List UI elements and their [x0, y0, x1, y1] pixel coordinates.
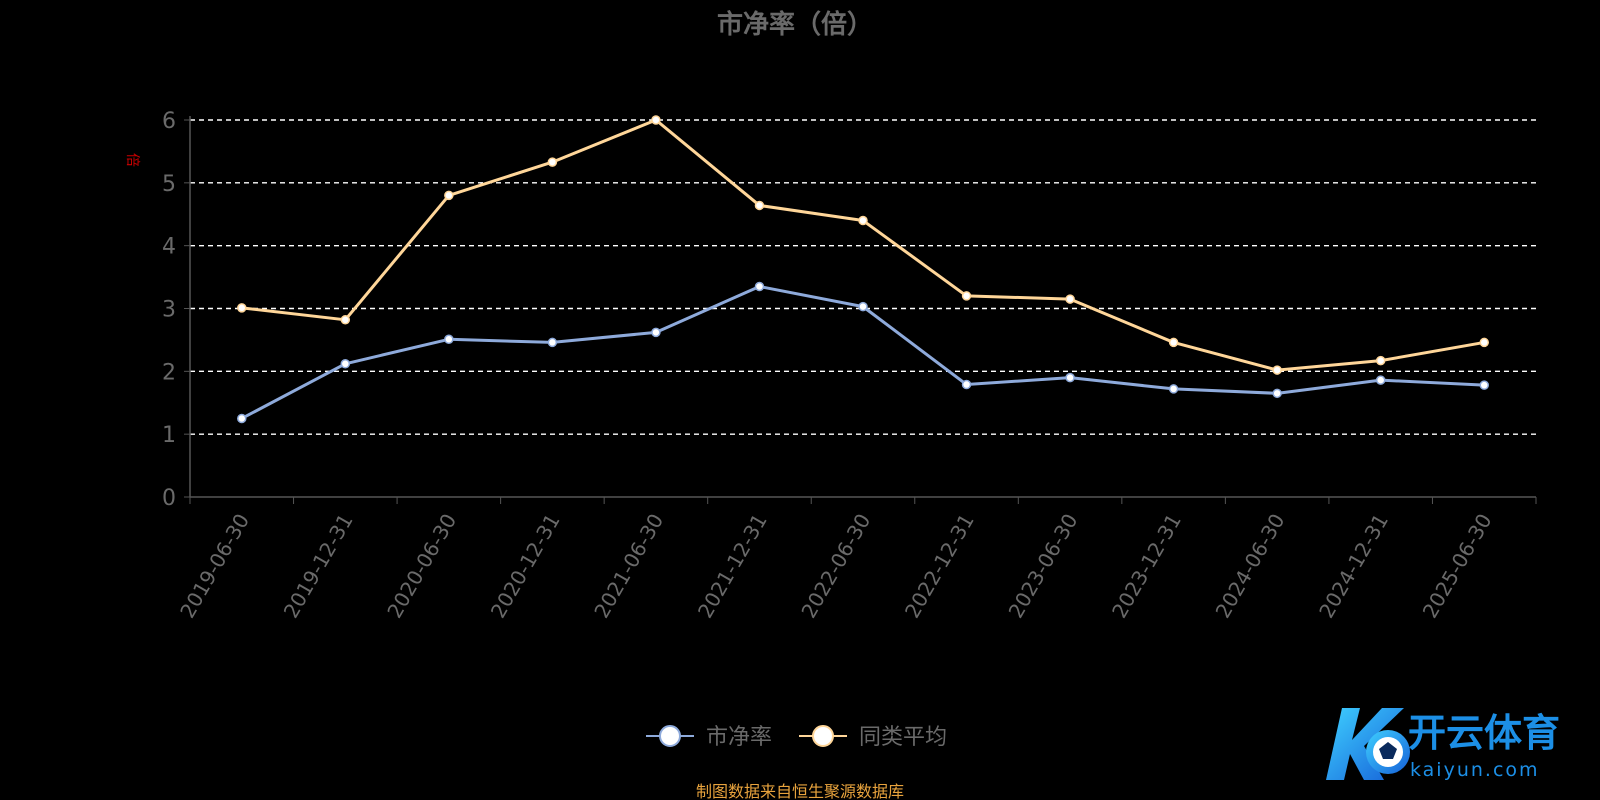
legend-item-pb[interactable]: 市净率: [646, 725, 772, 750]
data-point-0: [1065, 372, 1075, 383]
legend-marker-peer-average: [812, 725, 834, 747]
data-point-1: [1479, 337, 1489, 348]
data-point-1: [651, 115, 661, 125]
data-point-0: [1272, 388, 1282, 399]
x-tick-label: 2022-06-30: [796, 510, 875, 623]
data-point-0: [754, 281, 765, 292]
source-note: 制图数据来自恒生聚源数据库: [696, 782, 904, 800]
legend[interactable]: 市净率 同类平均: [646, 725, 947, 750]
y-tick-label: 4: [162, 235, 176, 260]
watermark-logo: 开云体育 kaiyun.com: [1326, 708, 1560, 781]
data-point-1: [444, 190, 454, 201]
x-tick-label: 2024-06-30: [1211, 510, 1290, 623]
x-tick-label: 2019-12-31: [279, 510, 358, 623]
data-point-0: [858, 301, 868, 312]
legend-label-peer-average: 同类平均: [859, 725, 947, 750]
data-point-1: [340, 315, 351, 325]
x-tick-label: 2022-12-31: [900, 510, 979, 623]
watermark: 开云体育 kaiyun.com: [1312, 700, 1592, 790]
data-point-0: [1479, 380, 1489, 390]
data-point-0: [237, 413, 247, 424]
data-point-1: [237, 303, 247, 313]
x-tick-label: 2025-06-30: [1418, 510, 1497, 623]
data-point-0: [651, 327, 661, 338]
data-point-0: [547, 337, 558, 348]
x-tick-label: 2023-12-31: [1107, 510, 1186, 623]
y-tick-label: 3: [162, 298, 176, 323]
y-tick-label: 1: [162, 423, 176, 448]
data-point-0: [340, 359, 351, 369]
watermark-logo-text: 开云体育: [1408, 711, 1560, 755]
legend-label-pb: 市净率: [706, 725, 772, 750]
data-point-0: [444, 334, 454, 345]
x-tick-label: 2024-12-31: [1314, 510, 1393, 623]
y-tick-label: 6: [162, 109, 176, 134]
series-lines: [237, 115, 1489, 424]
data-point-1: [961, 291, 972, 301]
watermark-logo-url: kaiyun.com: [1410, 759, 1540, 781]
k-letter-icon: [1326, 708, 1404, 780]
x-tick-label: 2021-12-31: [693, 510, 772, 623]
data-point-1: [547, 157, 558, 167]
legend-item-peer-average[interactable]: 同类平均: [799, 725, 947, 750]
data-point-1: [1272, 365, 1282, 375]
data-point-1: [1168, 337, 1179, 348]
y-axis-label: 倍: [124, 153, 140, 167]
data-point-1: [858, 215, 868, 226]
y-tick-label: 0: [162, 486, 176, 511]
data-point-0: [1168, 384, 1179, 394]
x-tick-label: 2019-06-30: [175, 510, 254, 623]
data-point-1: [1375, 355, 1386, 366]
data-point-0: [1375, 375, 1386, 385]
x-tick-label: 2020-06-30: [382, 510, 461, 623]
data-point-1: [1065, 294, 1075, 304]
data-point-0: [961, 379, 972, 390]
y-tick-label: 2: [162, 360, 176, 385]
data-point-1: [754, 200, 765, 211]
x-tick-label: 2020-12-31: [486, 510, 565, 623]
x-tick-label: 2023-06-30: [1004, 510, 1083, 623]
x-tick-label: 2021-06-30: [589, 510, 668, 623]
legend-marker-pb: [659, 725, 681, 747]
chart-title: 市净率（倍）: [717, 9, 873, 40]
y-tick-label: 5: [162, 172, 176, 197]
